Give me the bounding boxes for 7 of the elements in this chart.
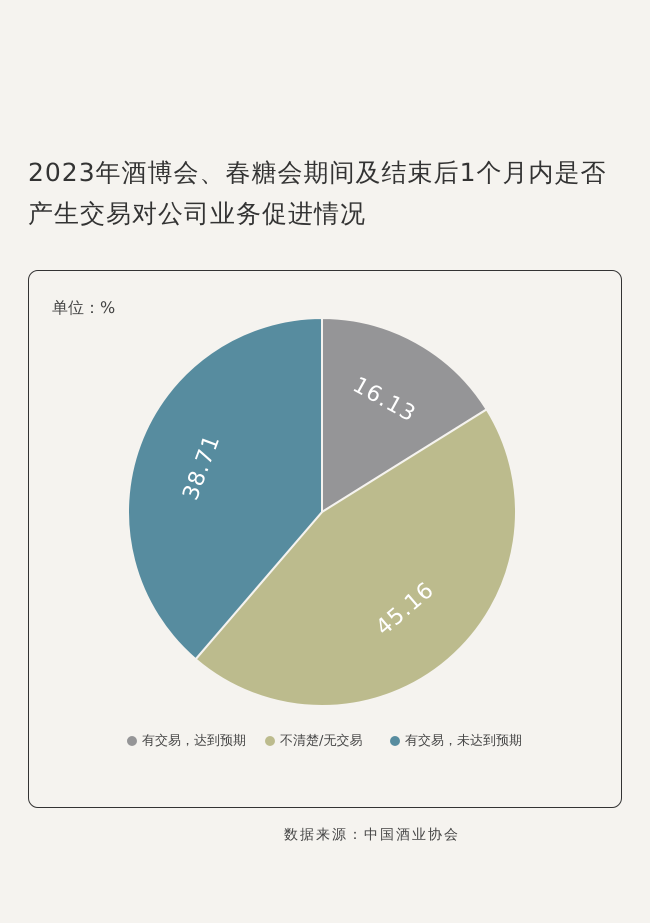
legend-label: 有交易，未达到预期 [405,732,522,748]
chart-title: 2023年酒博会、春糖会期间及结束后1个月内是否产生交易对公司业务促进情况 [28,157,608,230]
text: 单位：% [52,298,116,319]
legend-label: 有交易，达到预期 [142,732,246,748]
source-note: 数据来源：中国酒业协会 [284,826,460,844]
data-label: 38.71 [178,431,226,504]
legend-label: 不清楚/无交易 [280,732,362,748]
